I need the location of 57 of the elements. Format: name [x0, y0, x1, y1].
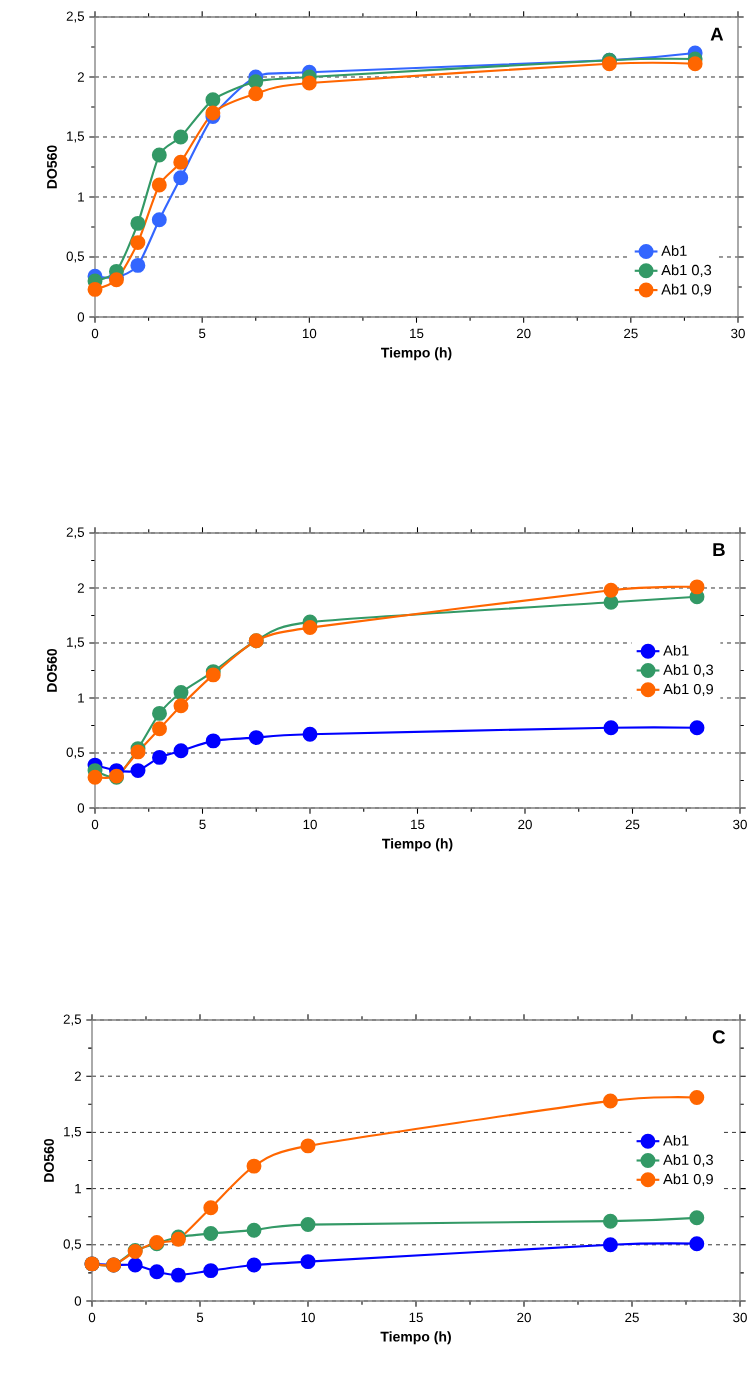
- x-tick-label: 30: [731, 328, 745, 339]
- legend-label: Ab1 0,9: [663, 683, 713, 696]
- y-tick-label: 2: [74, 1071, 81, 1081]
- y-tick-label: 1: [78, 693, 84, 703]
- x-tick-label: 20: [516, 328, 531, 339]
- x-tick-label: 30: [733, 819, 747, 830]
- x-tick-label: 0: [88, 1312, 96, 1323]
- y-tick-label: 0: [74, 1296, 82, 1306]
- legend-label: Ab1: [663, 1134, 689, 1146]
- x-tick-label: 30: [733, 1312, 747, 1323]
- x-tick-label: 0: [91, 328, 99, 339]
- annotation: B: [713, 543, 725, 557]
- x-tick-label: 15: [410, 328, 424, 339]
- y-tick-label: 1,5: [64, 1126, 82, 1138]
- y-tick-label: 2: [77, 72, 84, 82]
- x-tick-label: 10: [302, 328, 317, 339]
- x-axis-title: Tiempo (h): [382, 838, 453, 852]
- x-tick-label: 15: [411, 819, 425, 830]
- x-tick-label: 5: [196, 1312, 204, 1323]
- y-axis-title: DO560: [44, 1138, 54, 1182]
- y-tick-label: 2,5: [66, 11, 85, 23]
- x-tick-label: 0: [91, 819, 99, 830]
- x-tick-label: 5: [199, 819, 206, 830]
- legend-label: Ab1 0,3: [661, 264, 712, 277]
- y-tick-label: 0: [77, 312, 85, 322]
- legend-label: Ab1 0,3: [663, 1154, 713, 1167]
- y-tick-label: 0,5: [66, 747, 85, 759]
- x-tick-label: 20: [518, 819, 532, 830]
- x-tick-label: 25: [625, 819, 640, 830]
- y-tick-label: 2: [77, 583, 84, 593]
- x-axis-title: Tiempo (h): [381, 347, 452, 361]
- legend-label: Ab1: [661, 245, 687, 256]
- y-tick-label: 2,5: [66, 527, 85, 539]
- legend-label: Ab1 0,9: [661, 283, 712, 297]
- x-tick-label: 10: [301, 1312, 315, 1323]
- x-tick-label: 20: [517, 1312, 531, 1323]
- x-tick-label: 25: [624, 328, 638, 339]
- legend-label: Ab1: [663, 644, 689, 656]
- legend-label: Ab1 0,9: [663, 1173, 713, 1186]
- y-tick-label: 1,5: [67, 637, 85, 649]
- y-tick-label: 1: [78, 192, 84, 202]
- y-tick-label: 0: [77, 803, 85, 813]
- x-tick-label: 10: [303, 819, 317, 830]
- annotation: A: [710, 27, 724, 41]
- y-axis-title: DO560: [47, 145, 57, 189]
- y-tick-label: 0,5: [66, 251, 85, 263]
- x-tick-label: 15: [409, 1312, 423, 1323]
- y-tick-label: 1,5: [67, 131, 85, 143]
- y-tick-label: 2,5: [63, 1014, 82, 1026]
- y-tick-label: 1: [75, 1184, 81, 1194]
- x-tick-label: 5: [199, 328, 206, 339]
- x-tick-label: 25: [625, 1312, 639, 1323]
- annotation: C: [712, 1030, 726, 1044]
- legend-label: Ab1 0,3: [663, 664, 714, 677]
- x-axis-title: Tiempo (h): [380, 1331, 451, 1345]
- y-tick-label: 0,5: [63, 1239, 82, 1251]
- y-axis-title: DO560: [47, 648, 57, 692]
